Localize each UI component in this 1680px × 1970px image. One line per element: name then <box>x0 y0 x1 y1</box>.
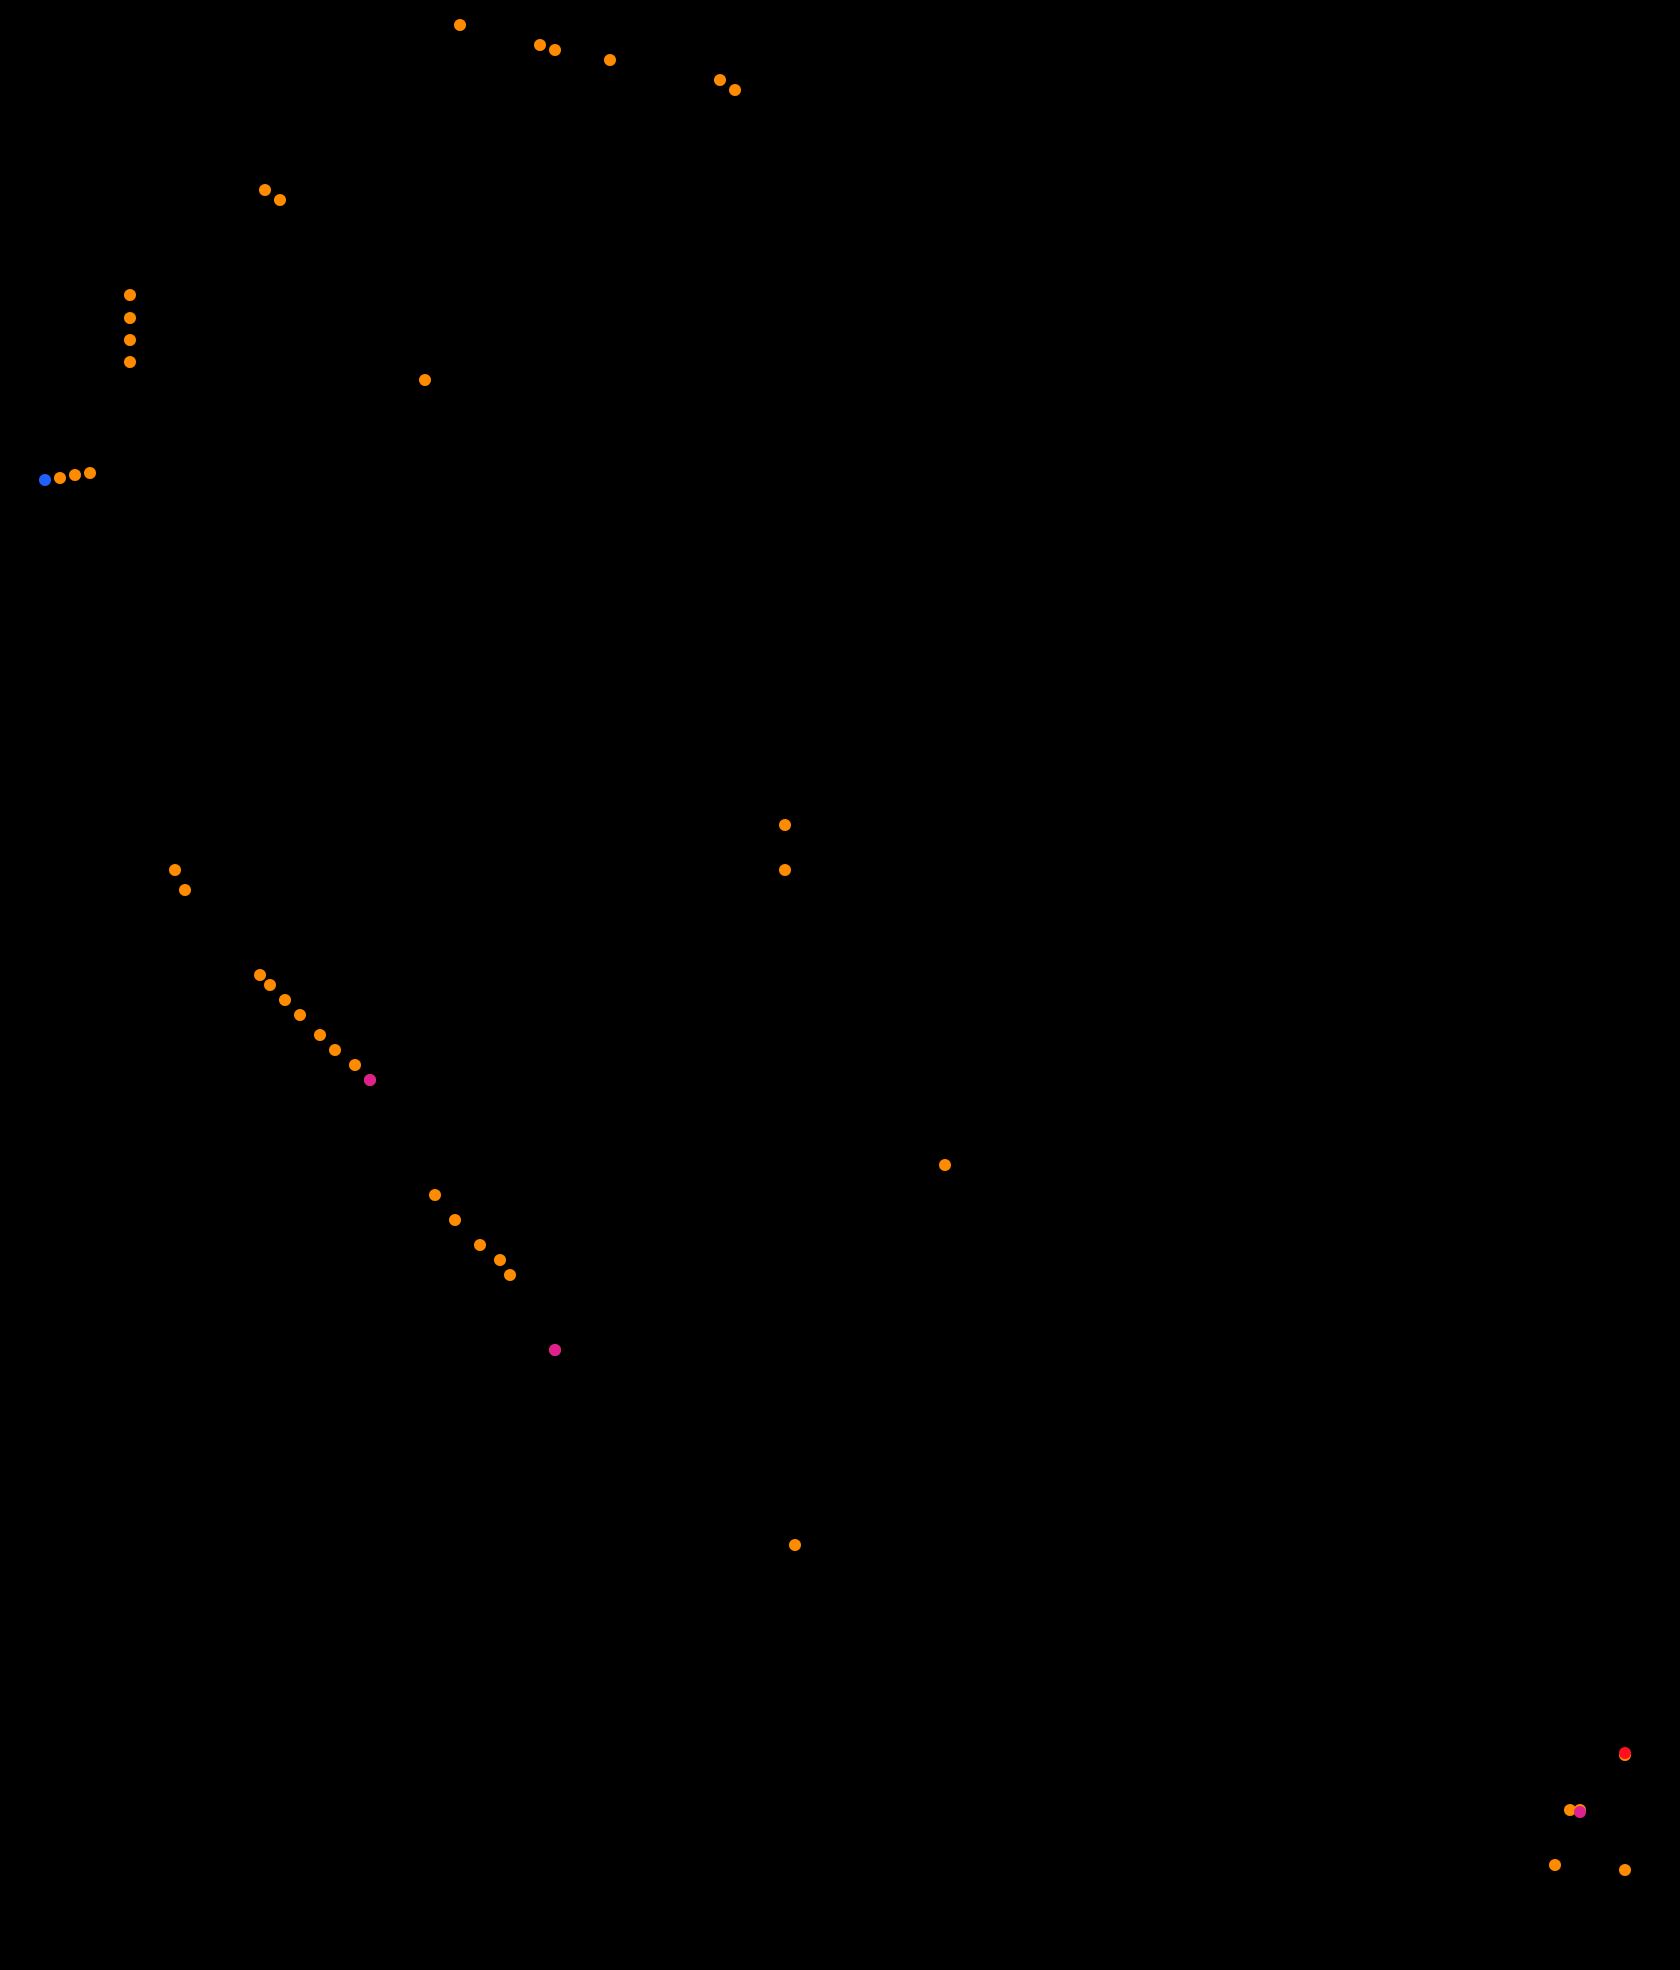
scatter-point <box>714 74 726 86</box>
scatter-point <box>1549 1859 1561 1871</box>
scatter-point <box>39 474 51 486</box>
scatter-point <box>504 1269 516 1281</box>
scatter-point <box>939 1159 951 1171</box>
scatter-point <box>1574 1806 1586 1818</box>
scatter-point <box>604 54 616 66</box>
scatter-point <box>124 289 136 301</box>
scatter-plot <box>0 0 1680 1970</box>
scatter-point <box>84 467 96 479</box>
scatter-point <box>549 1344 561 1356</box>
scatter-point <box>274 194 286 206</box>
scatter-point <box>124 312 136 324</box>
scatter-point <box>314 1029 326 1041</box>
scatter-point <box>329 1044 341 1056</box>
scatter-point <box>279 994 291 1006</box>
scatter-point <box>449 1214 461 1226</box>
scatter-point <box>264 979 276 991</box>
scatter-point <box>549 44 561 56</box>
scatter-point <box>349 1059 361 1071</box>
scatter-point <box>419 374 431 386</box>
scatter-point <box>294 1009 306 1021</box>
scatter-point <box>254 969 266 981</box>
scatter-point <box>124 356 136 368</box>
scatter-point <box>534 39 546 51</box>
scatter-point <box>1619 1864 1631 1876</box>
scatter-point <box>169 864 181 876</box>
scatter-point <box>779 819 791 831</box>
scatter-point <box>494 1254 506 1266</box>
scatter-point <box>179 884 191 896</box>
scatter-point <box>1619 1747 1631 1759</box>
scatter-point <box>69 469 81 481</box>
scatter-point <box>454 19 466 31</box>
scatter-point <box>779 864 791 876</box>
scatter-point <box>729 84 741 96</box>
scatter-point <box>54 472 66 484</box>
scatter-point <box>124 334 136 346</box>
plot-background <box>0 0 1680 1970</box>
scatter-point <box>474 1239 486 1251</box>
scatter-point <box>429 1189 441 1201</box>
scatter-point <box>789 1539 801 1551</box>
scatter-point <box>259 184 271 196</box>
scatter-point <box>364 1074 376 1086</box>
